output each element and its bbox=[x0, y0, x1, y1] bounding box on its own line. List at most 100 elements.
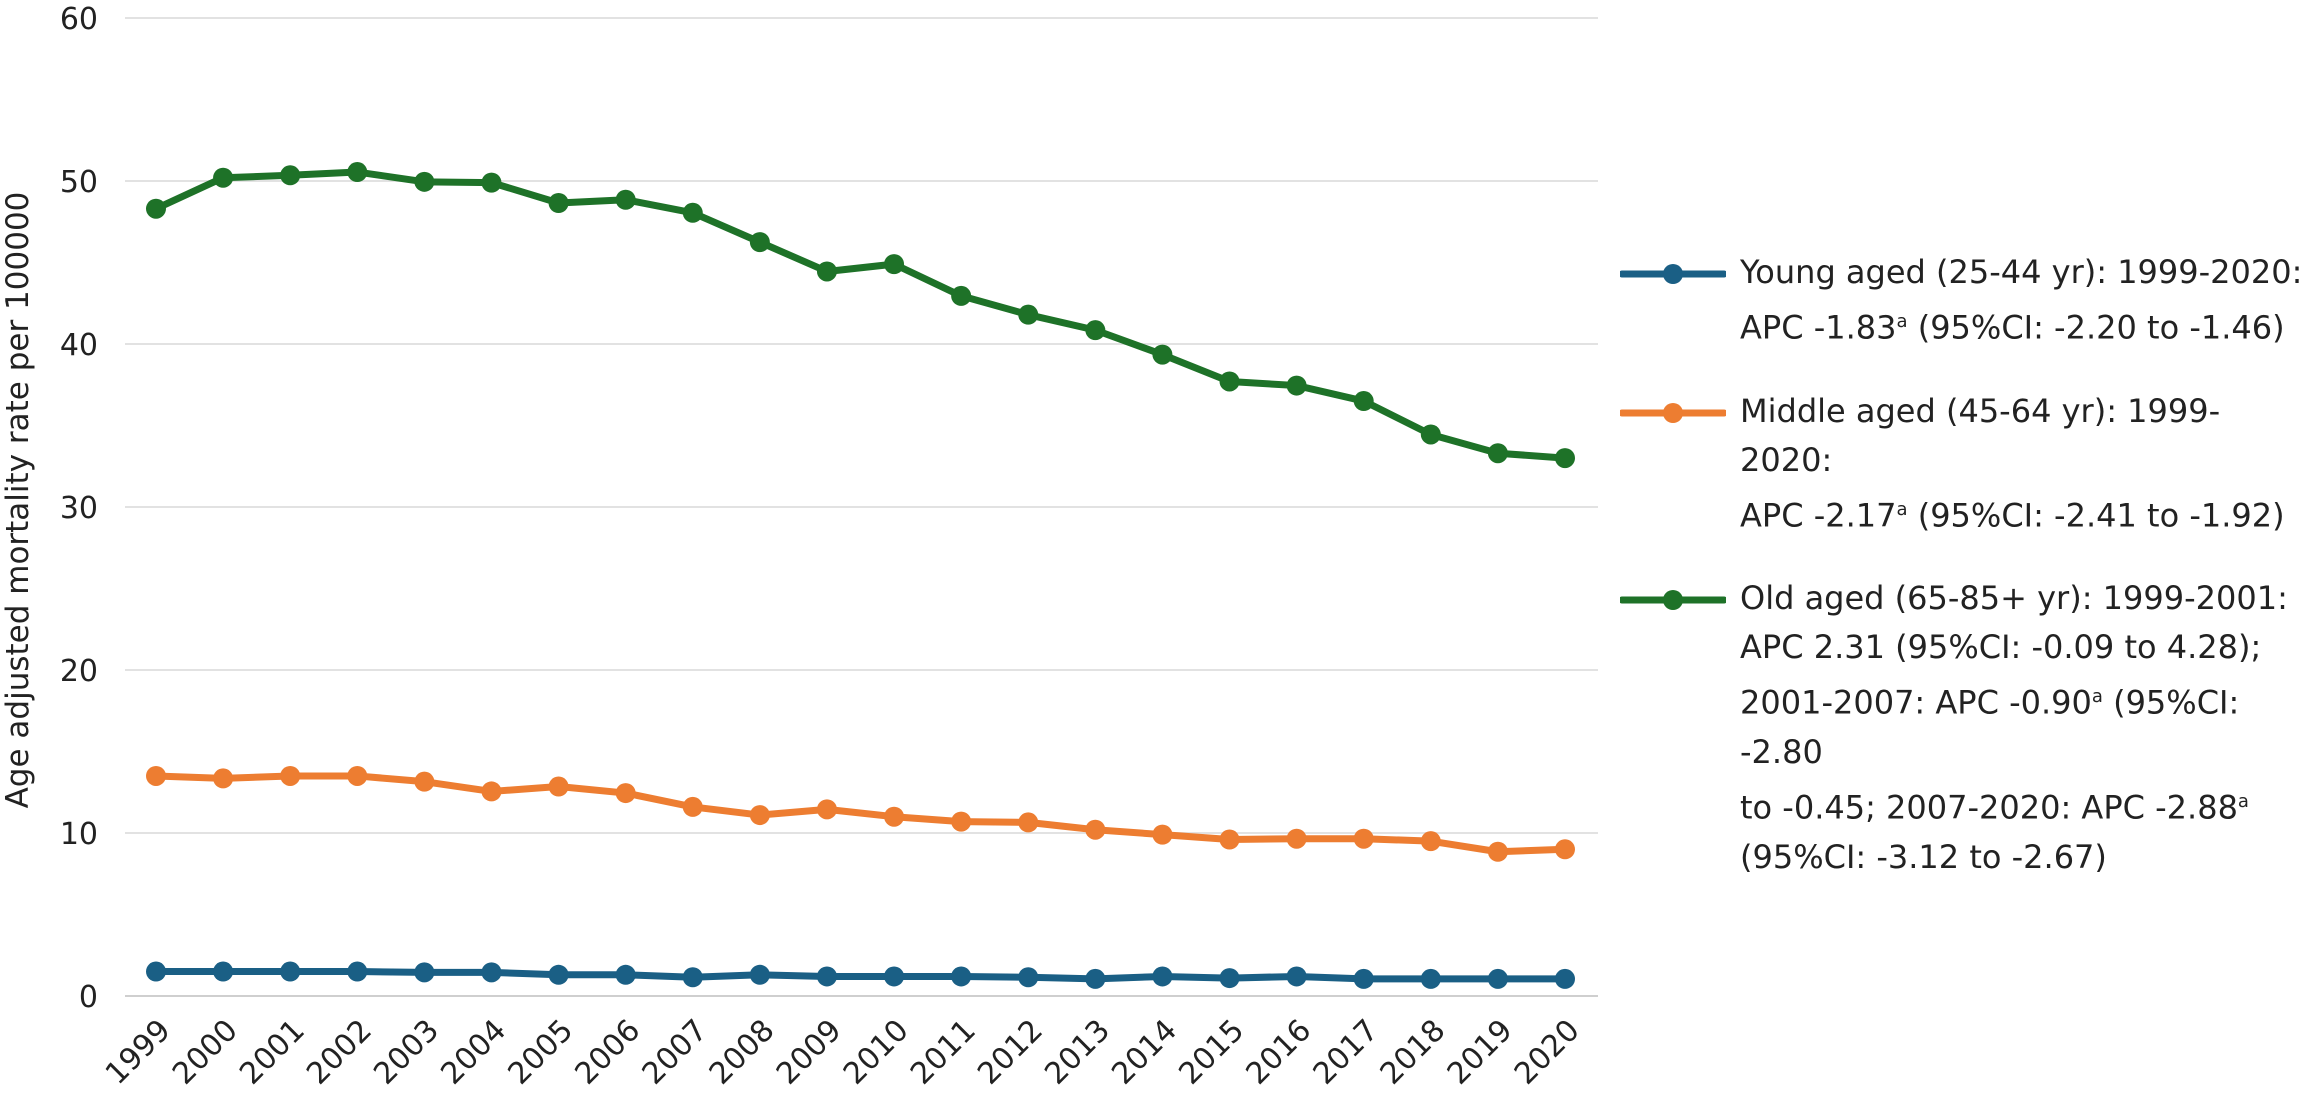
x-tick-label: 2006 bbox=[569, 1013, 648, 1092]
legend-item-middle: Middle aged (45-64 yr): 1999-2020: APC -… bbox=[1620, 387, 2310, 541]
legend-line: Middle aged (45-64 yr): 1999-2020: bbox=[1740, 391, 2221, 479]
data-point bbox=[1353, 828, 1374, 849]
y-tick-label: 50 bbox=[60, 165, 98, 200]
data-point bbox=[951, 285, 972, 306]
data-point bbox=[615, 189, 636, 210]
series-line bbox=[152, 968, 1569, 983]
data-point bbox=[1152, 824, 1173, 845]
x-tick-label: 2005 bbox=[501, 1013, 580, 1092]
legend-apc: APC -1.83 bbox=[1740, 308, 1897, 347]
data-point bbox=[347, 162, 368, 183]
legend-superscript: a bbox=[1896, 311, 1908, 332]
data-point bbox=[548, 964, 569, 985]
data-point bbox=[1286, 828, 1307, 849]
series-line bbox=[152, 168, 1569, 462]
data-point bbox=[213, 167, 234, 188]
x-tick-label: 1999 bbox=[99, 1013, 178, 1092]
data-point bbox=[816, 799, 837, 820]
data-point bbox=[347, 961, 368, 982]
legend-text-old: Old aged (65-85+ yr): 1999-2001: APC 2.3… bbox=[1740, 574, 2310, 881]
x-tick-label: 2013 bbox=[1038, 1013, 1117, 1092]
data-point bbox=[481, 172, 502, 193]
data-point bbox=[481, 962, 502, 983]
x-tick-label: 2017 bbox=[1307, 1013, 1386, 1092]
data-point bbox=[414, 171, 435, 192]
data-point bbox=[213, 768, 234, 789]
x-tick-label: 2010 bbox=[837, 1013, 916, 1092]
legend: Young aged (25-44 yr): 1999-2020: APC -1… bbox=[1620, 248, 2310, 916]
series-line bbox=[152, 772, 1569, 856]
data-point bbox=[951, 966, 972, 987]
series-group bbox=[146, 961, 1575, 989]
data-point bbox=[615, 964, 636, 985]
legend-line: 2001-2007: APC -0.90a (95%CI: -2.80 bbox=[1740, 672, 2310, 777]
x-tick-label: 2000 bbox=[166, 1013, 245, 1092]
y-axis-label: Age adjusted mortality rate per 100000 bbox=[0, 192, 36, 809]
data-point bbox=[548, 193, 569, 214]
data-point bbox=[1085, 320, 1106, 341]
data-point bbox=[213, 961, 234, 982]
legend-line: Young aged (25-44 yr): 1999-2020: bbox=[1740, 253, 2303, 291]
data-point bbox=[146, 961, 166, 982]
data-point bbox=[816, 966, 837, 987]
data-point bbox=[1487, 841, 1508, 862]
data-point bbox=[682, 967, 703, 988]
legend-item-young: Young aged (25-44 yr): 1999-2020: APC -1… bbox=[1620, 248, 2310, 353]
data-point bbox=[1018, 812, 1039, 833]
legend-apc: to -0.45; 2007-2020: APC -2.88 bbox=[1740, 788, 2238, 827]
x-tick-label: 2009 bbox=[770, 1013, 849, 1092]
x-tick-labels: 1999200020012002200320042005200620072008… bbox=[99, 1013, 1587, 1092]
y-tick-label: 10 bbox=[60, 817, 98, 852]
legend-line: to -0.45; 2007-2020: APC -2.88a bbox=[1740, 777, 2310, 833]
x-tick-label: 2004 bbox=[434, 1013, 513, 1092]
data-point bbox=[1085, 819, 1106, 840]
data-point bbox=[414, 771, 435, 792]
legend-line: APC -2.17a (95%CI: -2.41 to -1.92) bbox=[1740, 485, 2310, 541]
data-point bbox=[280, 165, 301, 186]
legend-apc: 2001-2007: APC -0.90 bbox=[1740, 683, 2092, 722]
data-point bbox=[682, 796, 703, 817]
data-point bbox=[1286, 375, 1307, 396]
legend-item-old: Old aged (65-85+ yr): 1999-2001: APC 2.3… bbox=[1620, 574, 2310, 881]
data-point bbox=[884, 254, 905, 275]
data-point bbox=[280, 961, 301, 982]
data-point bbox=[1487, 968, 1508, 989]
legend-text-young: Young aged (25-44 yr): 1999-2020: APC -1… bbox=[1740, 248, 2310, 353]
data-point bbox=[146, 198, 166, 219]
data-point bbox=[347, 765, 368, 786]
x-tick-label: 2012 bbox=[971, 1013, 1050, 1092]
legend-swatch-young bbox=[1620, 264, 1726, 284]
data-point bbox=[1219, 829, 1240, 850]
x-tick-label: 2007 bbox=[636, 1013, 715, 1092]
series-group bbox=[146, 162, 1575, 469]
x-tick-label: 2014 bbox=[1105, 1013, 1184, 1092]
data-point bbox=[1487, 443, 1508, 464]
data-point bbox=[1085, 968, 1106, 989]
legend-superscript: a bbox=[2237, 790, 2249, 812]
x-tick-label: 2002 bbox=[300, 1013, 379, 1092]
data-point bbox=[1152, 966, 1173, 987]
data-point bbox=[1152, 344, 1173, 365]
y-tick-label: 60 bbox=[60, 2, 98, 37]
data-point bbox=[682, 202, 703, 223]
legend-ci: (95%CI: -2.20 to -1.46) bbox=[1907, 308, 2285, 347]
legend-line: APC 2.31 (95%CI: -0.09 to 4.28); bbox=[1740, 628, 2262, 667]
x-tick-label: 2018 bbox=[1374, 1013, 1453, 1092]
data-point bbox=[1219, 371, 1240, 392]
data-point bbox=[280, 765, 301, 786]
legend-swatch-old bbox=[1620, 590, 1726, 611]
y-tick-labels: 0 10 20 30 40 50 60 bbox=[60, 2, 98, 1015]
data-point bbox=[1420, 968, 1441, 989]
data-point bbox=[615, 783, 636, 804]
legend-line: Old aged (65-85+ yr): 1999-2001: bbox=[1740, 579, 2288, 618]
legend-ci: (95%CI: -2.41 to -1.92) bbox=[1907, 496, 2285, 535]
data-point bbox=[1555, 968, 1575, 989]
data-point bbox=[1420, 424, 1441, 445]
data-point bbox=[414, 962, 435, 983]
data-point bbox=[1018, 967, 1039, 988]
data-point bbox=[1555, 839, 1575, 860]
data-point bbox=[749, 232, 770, 253]
data-point bbox=[1353, 968, 1374, 989]
data-point bbox=[1353, 391, 1374, 412]
legend-superscript: a bbox=[1896, 498, 1908, 520]
